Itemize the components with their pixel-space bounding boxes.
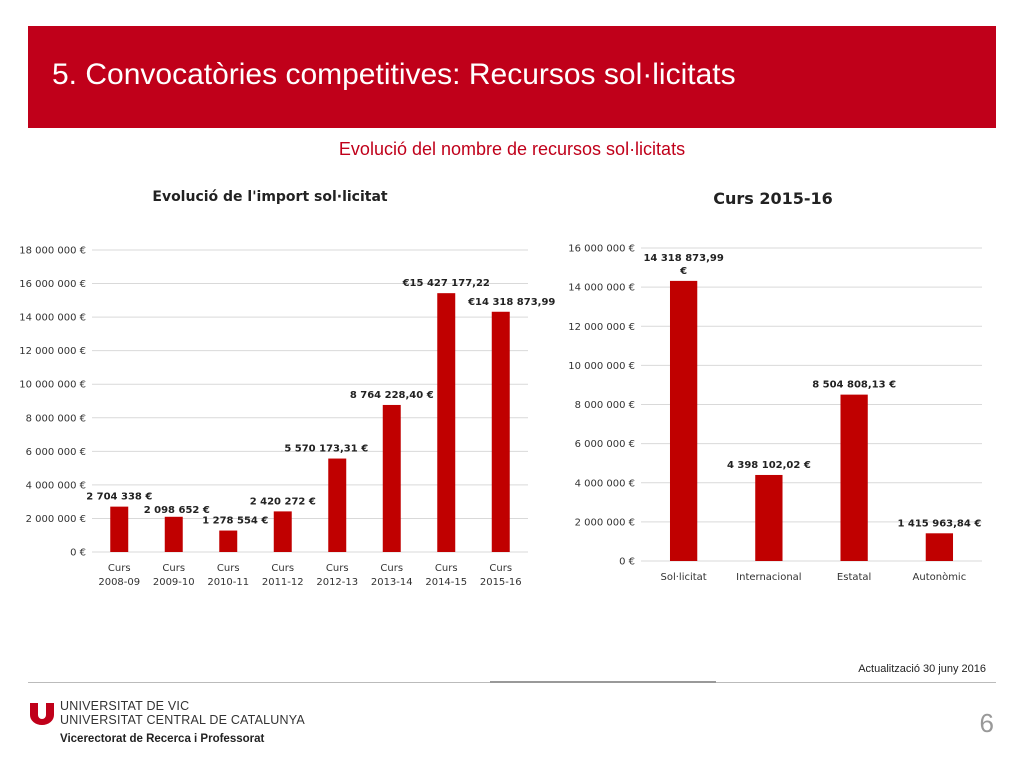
x-tick-label: Sol·licitat bbox=[661, 572, 707, 583]
bar bbox=[110, 506, 129, 552]
x-tick-label: Autonòmic bbox=[913, 571, 967, 583]
data-label: 8 764 228,40 € bbox=[350, 390, 434, 401]
bar bbox=[382, 404, 401, 552]
y-tick-label: 12 000 000 € bbox=[568, 322, 635, 333]
bar bbox=[328, 458, 347, 552]
y-tick-label: 16 000 000 € bbox=[568, 244, 635, 255]
data-label: €15 427 177,22 bbox=[402, 278, 490, 289]
y-tick-label: 12 000 000 € bbox=[19, 346, 86, 357]
bar bbox=[840, 394, 868, 561]
bar bbox=[491, 311, 510, 552]
y-tick-label: 6 000 000 € bbox=[575, 439, 635, 450]
page-number: 6 bbox=[979, 708, 994, 738]
x-tick-label: Curs 2008-09 bbox=[98, 563, 140, 588]
data-label: 2 098 652 € bbox=[144, 505, 210, 516]
bar bbox=[219, 530, 238, 552]
university-name-line2: UNIVERSITAT CENTRAL DE CATALUNYA bbox=[60, 713, 305, 727]
bar bbox=[755, 474, 783, 561]
data-label: 14 318 873,99 € bbox=[643, 253, 723, 277]
data-label: €14 318 873,99 bbox=[467, 297, 555, 308]
x-tick-label: Internacional bbox=[736, 572, 801, 583]
x-tick-label: Estatal bbox=[837, 572, 871, 583]
y-tick-label: 0 € bbox=[70, 548, 86, 559]
y-tick-label: 4 000 000 € bbox=[26, 480, 86, 491]
x-tick-label: Curs 2014-15 bbox=[425, 563, 467, 588]
y-tick-label: 14 000 000 € bbox=[568, 283, 635, 294]
bar bbox=[164, 516, 183, 552]
y-tick-label: 0 € bbox=[619, 557, 635, 568]
slide-subtitle: Evolució del nombre de recursos sol·lici… bbox=[338, 139, 686, 159]
update-note: Actualització 30 juny 2016 bbox=[858, 663, 986, 675]
university-name-line1: UNIVERSITAT DE VIC bbox=[60, 699, 190, 713]
data-label: 8 504 808,13 € bbox=[812, 380, 896, 391]
data-label: 1 415 963,84 € bbox=[897, 518, 981, 529]
chart-title: Curs 2015-16 bbox=[713, 189, 833, 208]
bar bbox=[273, 511, 292, 552]
y-tick-label: 8 000 000 € bbox=[575, 400, 635, 411]
x-tick-label: Curs 2009-10 bbox=[153, 563, 195, 588]
data-label: 2 704 338 € bbox=[86, 492, 152, 503]
x-tick-label: Curs 2013-14 bbox=[371, 563, 413, 588]
chart-title: Evolució de l'import sol·licitat bbox=[152, 189, 388, 205]
y-tick-label: 16 000 000 € bbox=[19, 279, 86, 290]
y-tick-label: 8 000 000 € bbox=[26, 413, 86, 424]
y-tick-label: 4 000 000 € bbox=[575, 478, 635, 489]
y-tick-label: 14 000 000 € bbox=[19, 313, 86, 324]
bar bbox=[925, 533, 954, 561]
x-tick-label: Curs 2010-11 bbox=[207, 563, 249, 588]
data-label: 5 570 173,31 € bbox=[284, 444, 368, 455]
data-label: 4 398 102,02 € bbox=[727, 460, 811, 471]
y-tick-label: 2 000 000 € bbox=[575, 517, 635, 528]
footer-divider-accent bbox=[490, 681, 716, 683]
x-tick-label: Curs 2015-16 bbox=[480, 563, 522, 588]
slide-title: 5. Convocatòries competitives: Recursos … bbox=[52, 58, 736, 91]
y-tick-label: 10 000 000 € bbox=[19, 380, 86, 391]
data-label: 1 278 554 € bbox=[202, 516, 268, 527]
vicerectorat-label: Vicerectorat de Recerca i Professorat bbox=[60, 733, 265, 745]
bar bbox=[669, 280, 698, 561]
y-tick-label: 18 000 000 € bbox=[19, 246, 86, 257]
y-tick-label: 6 000 000 € bbox=[26, 447, 86, 458]
uvic-u-logo-icon bbox=[30, 703, 54, 725]
y-tick-label: 10 000 000 € bbox=[568, 361, 635, 372]
x-tick-label: Curs 2012-13 bbox=[316, 563, 358, 588]
title-bar: 5. Convocatòries competitives: Recursos … bbox=[28, 26, 996, 128]
y-tick-label: 2 000 000 € bbox=[26, 514, 86, 525]
x-tick-label: Curs 2011-12 bbox=[262, 563, 304, 588]
data-label: 2 420 272 € bbox=[250, 496, 316, 507]
bar bbox=[437, 293, 456, 552]
